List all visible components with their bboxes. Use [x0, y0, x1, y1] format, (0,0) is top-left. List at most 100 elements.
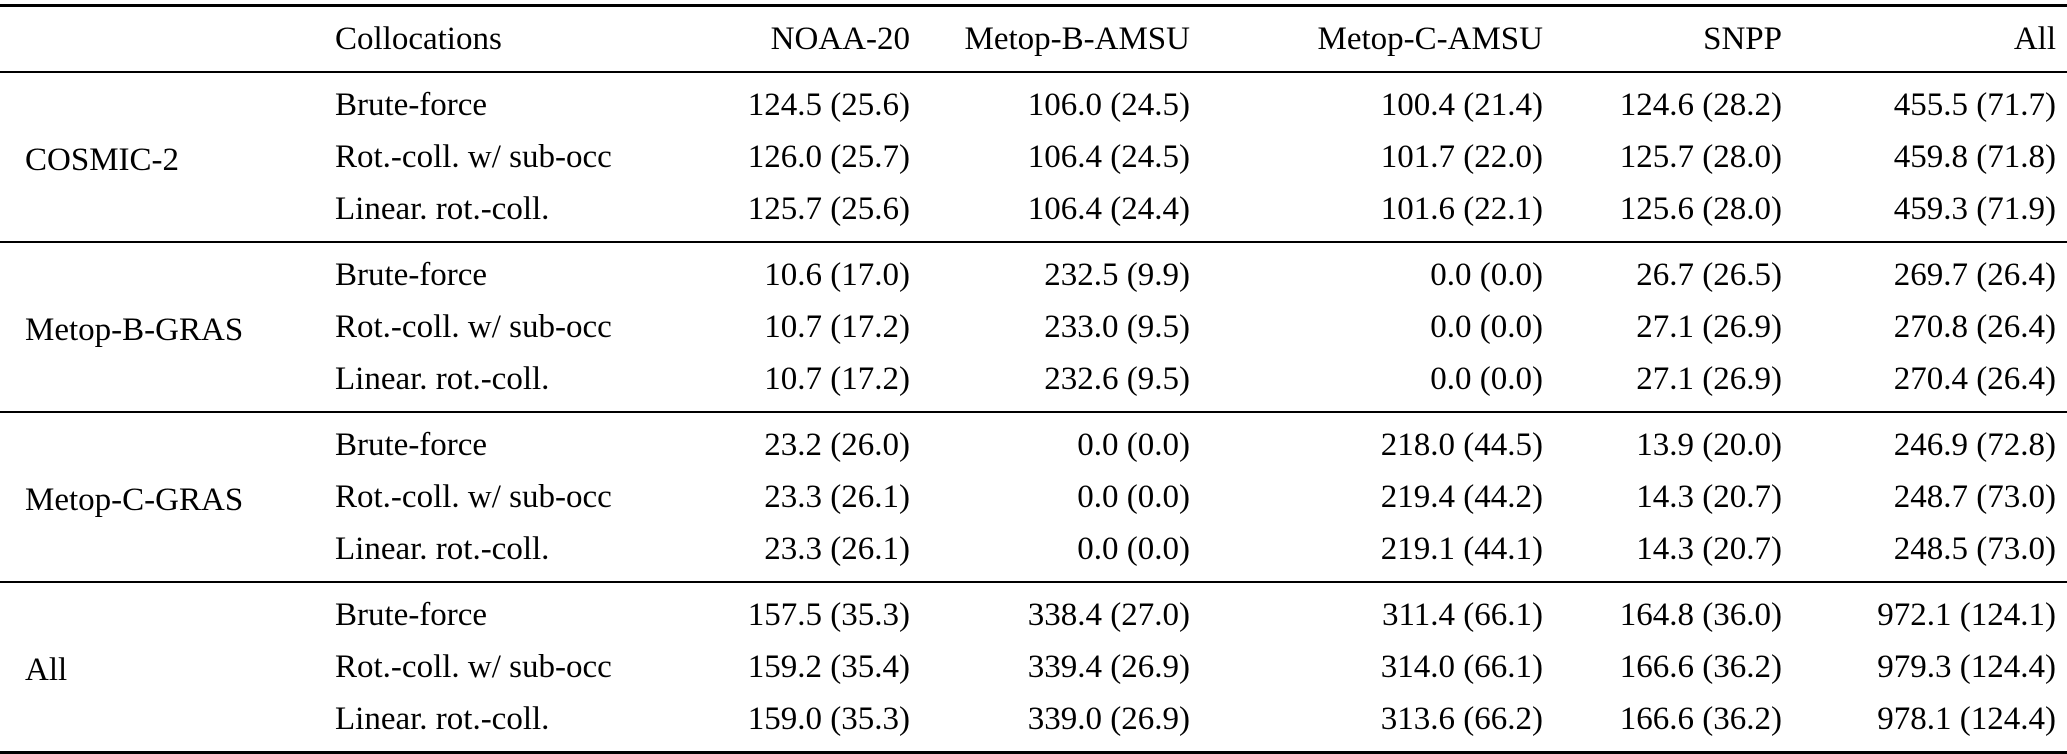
value-cell: 339.4 (26.9): [1027, 648, 1190, 685]
value-cell: 23.3 (26.1): [764, 530, 910, 567]
value-cell: 313.6 (66.2): [1380, 700, 1543, 737]
row-group-all: All Brute-force 157.5 (35.3) 338.4 (27.0) 31…: [0, 582, 2067, 753]
value-cell: 159.0 (35.3): [747, 700, 910, 737]
value-cell: 14.3 (20.7): [1636, 478, 1782, 515]
table-row: Linear. rot.-coll. 23.3 (26.1) 0.0 (0.0) 21…: [0, 523, 2067, 582]
value-cell: 270.4 (26.4): [1893, 360, 2056, 397]
value-cell: 101.7 (22.0): [1380, 138, 1543, 175]
value-cell: 124.6 (28.2): [1619, 86, 1782, 123]
table-row: Rot.-coll. w/ sub-occ 126.0 (25.7) 106.4 (…: [0, 131, 2067, 183]
value-cell: 269.7 (26.4): [1893, 256, 2056, 293]
table-row: Rot.-coll. w/ sub-occ 159.2 (35.4) 339.4 (…: [0, 641, 2067, 693]
row-group-metop-b-gras: Metop-B-GRAS Brute-force 10.6 (17.0) 232.5 …: [0, 242, 2067, 412]
row-group-cosmic-2: COSMIC-2 Brute-force 124.5 (25.6) 106.0 (24…: [0, 72, 2067, 242]
header-row: Collocations NOAA-20 Metop-B-AMSU Metop-…: [0, 6, 2067, 73]
value-cell: 166.6 (36.2): [1619, 648, 1782, 685]
value-cell: 248.7 (73.0): [1893, 478, 2056, 515]
value-cell: 27.1 (26.9): [1636, 360, 1782, 397]
group-label-cell: COSMIC-2: [25, 141, 180, 178]
value-cell: 100.4 (21.4): [1380, 86, 1543, 123]
value-cell: 311.4 (66.1): [1381, 596, 1543, 633]
value-cell: 125.7 (25.6): [747, 190, 910, 227]
value-cell: 164.8 (36.0): [1619, 596, 1782, 633]
value-cell: 459.8 (71.8): [1893, 138, 2056, 175]
value-cell: 106.4 (24.4): [1027, 190, 1190, 227]
group-label-cell: All: [25, 651, 68, 688]
method-cell: Brute-force: [335, 596, 488, 633]
method-cell: Rot.-coll. w/ sub-occ: [335, 138, 612, 175]
table-row: Rot.-coll. w/ sub-occ 23.3 (26.1) 0.0 (0.0…: [0, 471, 2067, 523]
value-cell: 157.5 (35.3): [747, 596, 910, 633]
column-header-metop-b-amsu: Metop-B-AMSU: [964, 20, 1190, 57]
row-group-metop-c-gras: Metop-C-GRAS Brute-force 23.2 (26.0) 0.0 (0…: [0, 412, 2067, 582]
value-cell: 972.1 (124.1): [1877, 596, 2056, 633]
value-cell: 218.0 (44.5): [1380, 426, 1543, 463]
value-cell: 13.9 (20.0): [1636, 426, 1782, 463]
table-row: All Brute-force 157.5 (35.3) 338.4 (27.0) 31…: [0, 582, 2067, 688]
group-label-cell: Metop-B-GRAS: [25, 311, 244, 348]
method-cell: Brute-force: [335, 256, 488, 293]
value-cell: 232.5 (9.9): [1044, 256, 1190, 293]
value-cell: 459.3 (71.9): [1893, 190, 2056, 227]
column-header-snpp: SNPP: [1703, 20, 1782, 57]
value-cell: 106.4 (24.5): [1027, 138, 1190, 175]
value-cell: 314.0 (66.1): [1380, 648, 1543, 685]
table-row: Linear. rot.-coll. 125.7 (25.6) 106.4 (24.…: [0, 183, 2067, 242]
value-cell: 246.9 (72.8): [1893, 426, 2056, 463]
value-cell: 101.6 (22.1): [1380, 190, 1543, 227]
method-cell: Linear. rot.-coll.: [335, 530, 550, 567]
value-cell: 248.5 (73.0): [1893, 530, 2056, 567]
value-cell: 126.0 (25.7): [747, 138, 910, 175]
value-cell: 166.6 (36.2): [1619, 700, 1782, 737]
method-cell: Linear. rot.-coll.: [335, 190, 550, 227]
table-row: COSMIC-2 Brute-force 124.5 (25.6) 106.0 (24…: [0, 72, 2067, 178]
column-header-collocations: Collocations: [335, 20, 502, 57]
value-cell: 233.0 (9.5): [1044, 308, 1190, 345]
value-cell: 23.3 (26.1): [764, 478, 910, 515]
column-header-all: All: [2013, 20, 2056, 57]
value-cell: 27.1 (26.9): [1636, 308, 1782, 345]
method-cell: Brute-force: [335, 426, 488, 463]
table-row: Linear. rot.-coll. 159.0 (35.3) 339.0 (26.…: [0, 693, 2067, 753]
value-cell: 978.1 (124.4): [1877, 700, 2056, 737]
value-cell: 219.4 (44.2): [1380, 478, 1543, 515]
table-row: Metop-C-GRAS Brute-force 23.2 (26.0) 0.0 (0…: [0, 412, 2067, 518]
value-cell: 338.4 (27.0): [1027, 596, 1190, 633]
value-cell: 0.0 (0.0): [1077, 426, 1190, 463]
value-cell: 159.2 (35.4): [747, 648, 910, 685]
value-cell: 10.7 (17.2): [764, 308, 910, 345]
value-cell: 219.1 (44.1): [1380, 530, 1543, 567]
value-cell: 0.0 (0.0): [1077, 478, 1190, 515]
method-cell: Brute-force: [335, 86, 488, 123]
table-row: Linear. rot.-coll. 10.7 (17.2) 232.6 (9.5)…: [0, 353, 2067, 412]
value-cell: 26.7 (26.5): [1636, 256, 1782, 293]
collocation-stats-table: Collocations NOAA-20 Metop-B-AMSU Metop-…: [0, 4, 2067, 754]
value-cell: 106.0 (24.5): [1027, 86, 1190, 123]
group-label-cell: Metop-C-GRAS: [25, 481, 244, 518]
value-cell: 0.0 (0.0): [1430, 360, 1543, 397]
value-cell: 14.3 (20.7): [1636, 530, 1782, 567]
value-cell: 23.2 (26.0): [764, 426, 910, 463]
value-cell: 339.0 (26.9): [1027, 700, 1190, 737]
method-cell: Linear. rot.-coll.: [335, 360, 550, 397]
value-cell: 979.3 (124.4): [1877, 648, 2056, 685]
value-cell: 124.5 (25.6): [747, 86, 910, 123]
method-cell: Rot.-coll. w/ sub-occ: [335, 648, 612, 685]
table-row: Rot.-coll. w/ sub-occ 10.7 (17.2) 233.0 (9…: [0, 301, 2067, 353]
value-cell: 0.0 (0.0): [1077, 530, 1190, 567]
value-cell: 10.6 (17.0): [764, 256, 910, 293]
table-header: Collocations NOAA-20 Metop-B-AMSU Metop-…: [0, 6, 2067, 73]
value-cell: 0.0 (0.0): [1430, 256, 1543, 293]
method-cell: Rot.-coll. w/ sub-occ: [335, 478, 612, 515]
value-cell: 270.8 (26.4): [1893, 308, 2056, 345]
value-cell: 455.5 (71.7): [1893, 86, 2056, 123]
value-cell: 125.6 (28.0): [1619, 190, 1782, 227]
value-cell: 10.7 (17.2): [764, 360, 910, 397]
column-header-noaa-20: NOAA-20: [770, 20, 910, 57]
value-cell: 125.7 (28.0): [1619, 138, 1782, 175]
value-cell: 232.6 (9.5): [1044, 360, 1190, 397]
column-header-group: [0, 6, 335, 73]
column-header-metop-c-amsu: Metop-C-AMSU: [1317, 20, 1543, 57]
